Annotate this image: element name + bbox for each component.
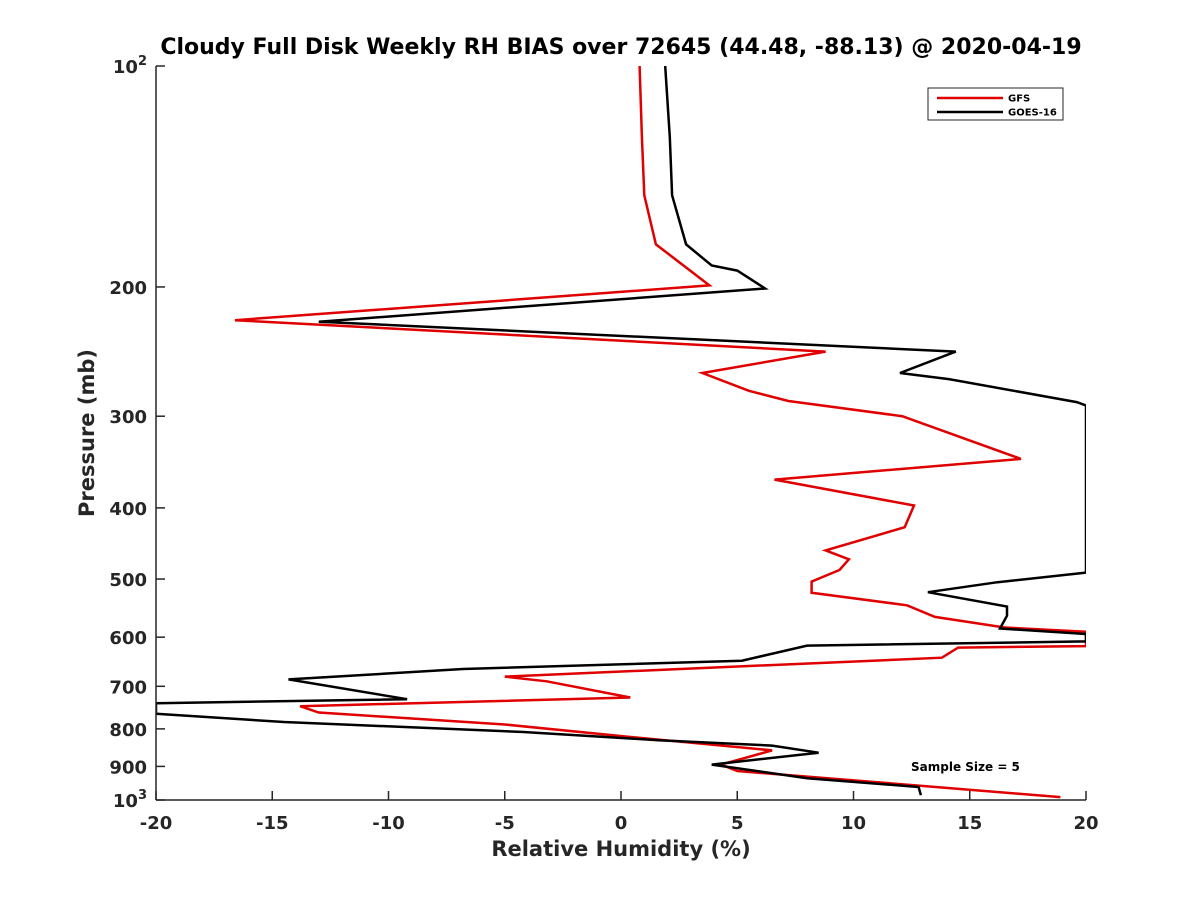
chart-title: Cloudy Full Disk Weekly RH BIAS over 726… [160,35,1081,60]
x-tick-label: 15 [957,813,982,834]
y-tick-label: 103 [113,788,147,812]
y-tick-label: 200 [109,278,147,299]
x-tick-label: 0 [615,813,628,834]
series-line-goes-16 [156,66,1086,796]
y-tick-label: 300 [109,407,147,428]
x-tick-label: -10 [372,813,405,834]
y-tick-label: 102 [113,54,147,78]
legend-label: GFS [1008,94,1030,105]
x-axis-label: Relative Humidity (%) [491,837,750,861]
y-tick-label: 700 [109,677,147,698]
y-tick-label: 400 [109,499,147,520]
x-tick-label: -5 [495,813,515,834]
sample-size-annotation: Sample Size = 5 [911,760,1020,774]
x-tick-label: 10 [841,813,866,834]
y-tick-label: 800 [109,720,147,741]
x-tick-label: 5 [731,813,744,834]
legend-box [927,87,1064,121]
x-tick-label: 20 [1073,813,1098,834]
y-axis-label: Pressure (mb) [75,349,99,517]
y-tick-label: 500 [109,570,147,591]
x-tick-label: -20 [140,813,173,834]
y-tick-label: 900 [109,757,147,778]
series-line-gfs [234,66,1086,799]
y-tick-label: 600 [109,628,147,649]
x-tick-label: -15 [256,813,289,834]
legend-label: GOES-16 [1008,108,1057,119]
